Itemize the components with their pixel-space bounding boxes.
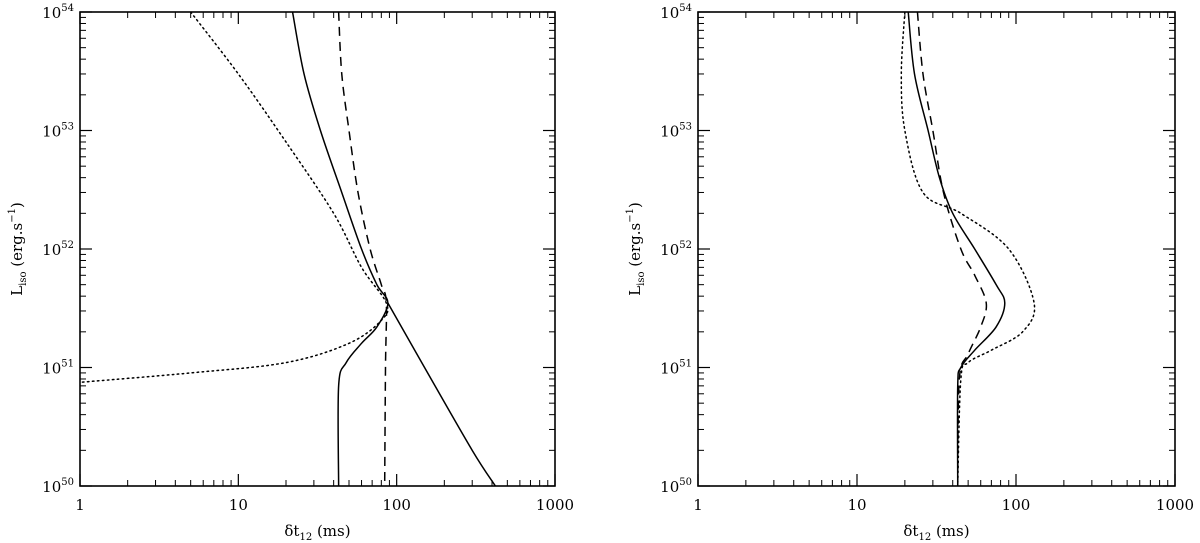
y-tick-base: 10 [660, 4, 679, 22]
x-axis-label: δt12 (ms) [284, 522, 350, 543]
y-axis-label-unit-exponent: −1 [7, 208, 18, 223]
y-axis-label-main: L [626, 286, 644, 296]
x-axis-label-subscript: 12 [918, 532, 931, 543]
y-tick-base: 10 [660, 360, 679, 378]
x-axis-label-unit: (ms) [931, 522, 969, 540]
series-dotted-curve-3 [80, 12, 389, 384]
x-tick-label: 10 [847, 496, 866, 514]
x-tick-label: 100 [382, 496, 411, 514]
series-solid-curve-1 [387, 302, 496, 486]
y-axis-label-unit-close: ) [8, 202, 26, 208]
x-axis-label: δt12 (ms) [903, 522, 969, 543]
y-axis-label: Liso (erg.s−1) [7, 202, 29, 296]
y-axis-label: Liso (erg.s−1) [625, 202, 647, 296]
x-tick-label: 1000 [1156, 496, 1194, 514]
y-axis-label-unit: (erg.s [8, 223, 26, 272]
y-tick-label: 1053 [42, 122, 74, 141]
y-tick-label: 1051 [660, 359, 692, 378]
y-tick-label: 1051 [42, 359, 74, 378]
y-tick-base: 10 [660, 478, 679, 496]
y-tick-exponent: 51 [61, 359, 74, 370]
y-tick-base: 10 [42, 4, 61, 22]
y-tick-exponent: 52 [61, 240, 74, 251]
y-tick-base: 10 [660, 241, 679, 259]
x-axis-label-unit: (ms) [312, 522, 350, 540]
y-tick-base: 10 [42, 478, 61, 496]
y-tick-base: 10 [42, 123, 61, 141]
x-tick-label: 100 [1002, 496, 1031, 514]
series-solid-curve-0 [291, 12, 389, 486]
y-tick-base: 10 [660, 123, 679, 141]
y-tick-exponent: 53 [61, 122, 74, 133]
series-dashed-curve-1 [916, 12, 988, 486]
y-tick-label: 1054 [42, 3, 74, 22]
y-tick-base: 10 [42, 241, 61, 259]
series-solid-curve-0 [907, 12, 1006, 486]
y-tick-label: 1054 [660, 3, 692, 22]
plot-frame [697, 11, 1176, 487]
y-tick-exponent: 50 [61, 477, 74, 488]
y-tick-exponent: 52 [679, 240, 692, 251]
y-axis-label-unit-close: ) [626, 202, 644, 208]
y-axis-label-unit: (erg.s [626, 223, 644, 272]
x-tick-label: 1 [75, 496, 85, 514]
y-tick-label: 1050 [660, 477, 692, 496]
y-tick-label: 1052 [42, 240, 74, 259]
plot-frame [79, 11, 556, 487]
y-axis-label-main: L [8, 286, 26, 296]
y-axis-label-unit-exponent: −1 [625, 208, 636, 223]
x-tick-label: 1 [693, 496, 703, 514]
y-tick-label: 1050 [42, 477, 74, 496]
y-axis-label-subscript: iso [636, 272, 647, 286]
y-tick-exponent: 51 [679, 359, 692, 370]
series-dotted-curve-2 [900, 12, 1036, 486]
y-axis-label-subscript: iso [18, 272, 29, 286]
y-tick-label: 1052 [660, 240, 692, 259]
x-axis-label-subscript: 12 [299, 532, 312, 543]
x-axis-label-main: δt [284, 522, 299, 540]
y-tick-exponent: 54 [679, 3, 692, 14]
y-tick-base: 10 [42, 360, 61, 378]
y-tick-exponent: 53 [679, 122, 692, 133]
x-axis-label-main: δt [903, 522, 918, 540]
y-tick-exponent: 50 [679, 477, 692, 488]
x-tick-label: 10 [229, 496, 248, 514]
y-tick-exponent: 54 [61, 3, 74, 14]
x-tick-label: 1000 [536, 496, 574, 514]
series-dashed-curve-2 [337, 12, 388, 486]
y-tick-label: 1053 [660, 122, 692, 141]
